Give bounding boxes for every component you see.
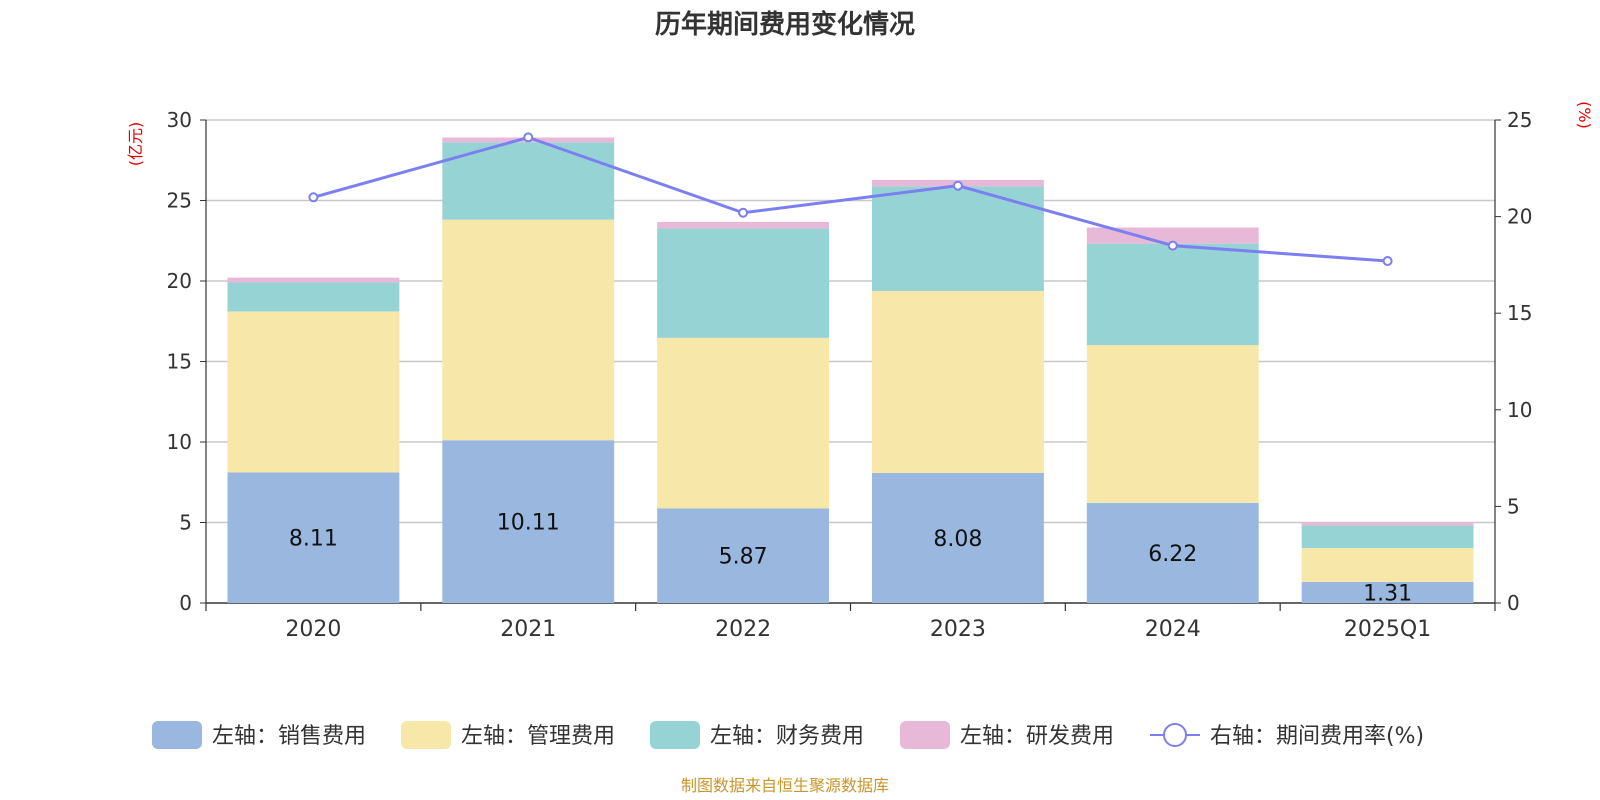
- rate-point: [1167, 240, 1178, 251]
- legend-swatch: [152, 721, 202, 749]
- rate-point: [1382, 256, 1393, 267]
- legend-marker-icon: [1163, 723, 1187, 747]
- bar-segment: [657, 508, 830, 603]
- right-axis-unit: (%): [1575, 101, 1594, 129]
- left-axis-tick-label: 0: [179, 591, 192, 615]
- bar-series: [227, 137, 1474, 603]
- bar-segment: [442, 219, 615, 441]
- bar-segment: [1086, 502, 1259, 603]
- left-axis-tick-label: 25: [167, 189, 192, 213]
- right-axis-tick-label: 25: [1507, 108, 1532, 132]
- left-axis-tick-label: 30: [167, 108, 192, 132]
- left-axis-tick-label: 10: [167, 430, 192, 454]
- bar-segment: [227, 282, 400, 312]
- left-axis-tick-label: 20: [167, 269, 192, 293]
- bar-segment: [227, 277, 400, 283]
- bar-segment: [657, 337, 830, 509]
- bar-segment: [442, 440, 615, 603]
- legend-label: 左轴：财务费用: [710, 724, 864, 749]
- x-axis-label: 2024: [1145, 617, 1201, 642]
- legend-label: 右轴：期间费用率(%): [1210, 724, 1424, 749]
- right-axis-tick-label: 15: [1507, 301, 1532, 325]
- bar-segment: [1086, 345, 1259, 503]
- bar-value-label: 6.22: [1148, 542, 1197, 567]
- bar-segment: [871, 290, 1044, 473]
- x-axis-label: 2023: [930, 617, 986, 642]
- bar-segment: [1301, 548, 1474, 582]
- bar-segment: [442, 142, 615, 220]
- bar-segment: [1301, 522, 1474, 526]
- right-axis-tick-label: 10: [1507, 398, 1532, 422]
- bar-segment: [871, 472, 1044, 603]
- legend-swatch: [401, 721, 451, 749]
- x-axis-label: 2025Q1: [1344, 617, 1431, 642]
- bar-value-label: 5.87: [719, 545, 768, 570]
- legend-swatch: [650, 721, 700, 749]
- legend-label: 左轴：研发费用: [960, 724, 1114, 749]
- bar-segment: [1086, 243, 1259, 346]
- bar-segment: [871, 186, 1044, 291]
- legend-label: 左轴：销售费用: [212, 724, 366, 749]
- chart-title: 历年期间费用变化情况: [655, 9, 915, 40]
- source-note: 制图数据来自恒生聚源数据库: [681, 776, 889, 795]
- rate-point: [308, 192, 319, 203]
- bar-value-label: 8.11: [289, 527, 338, 552]
- x-axis-label: 2022: [715, 617, 771, 642]
- legend-swatch: [900, 721, 950, 749]
- bar-value-label: 1.31: [1363, 581, 1412, 606]
- x-axis-label: 2021: [500, 617, 556, 642]
- bar-segment: [227, 311, 400, 473]
- right-axis-tick-label: 0: [1507, 591, 1520, 615]
- x-axis-label: 2020: [285, 617, 341, 642]
- line-series: [308, 132, 1393, 267]
- bar-segment: [657, 228, 830, 338]
- left-axis-tick-label: 5: [179, 511, 192, 535]
- bar-segment: [1086, 227, 1259, 244]
- axes: 0 5 10 15 20 25 30 0 5 10 15 20 25 2020 2021 2022 2023 20…: [167, 108, 1533, 642]
- legend: 左轴：销售费用 左轴：管理费用 左轴：财务费用 左轴：研发费用 右轴：期间费用率(%): [152, 721, 1424, 749]
- rate-point: [738, 207, 749, 218]
- data-labels: 8.11 10.11 5.87 8.08 6.22 1.31: [289, 511, 1412, 607]
- left-axis-tick-label: 15: [167, 350, 192, 374]
- legend-label: 左轴：管理费用: [461, 724, 615, 749]
- rate-line: [313, 135, 1388, 263]
- right-axis-tick-label: 5: [1507, 494, 1520, 518]
- bar-segment: [657, 221, 830, 229]
- bar-segment: [1301, 581, 1474, 603]
- bar-value-label: 8.08: [933, 527, 982, 552]
- rate-point: [523, 132, 534, 143]
- rate-point: [952, 180, 963, 191]
- bar-value-label: 10.11: [497, 511, 560, 536]
- left-axis-unit: (亿元): [126, 122, 145, 167]
- bar-segment: [1301, 525, 1474, 549]
- right-axis-tick-label: 20: [1507, 205, 1532, 229]
- bar-segment: [227, 472, 400, 603]
